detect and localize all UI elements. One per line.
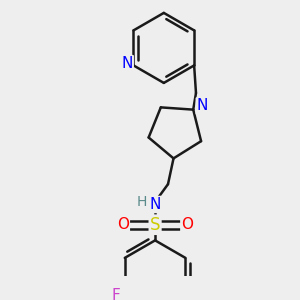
Text: H: H [137,195,147,209]
Text: O: O [117,217,129,232]
Text: S: S [150,216,160,234]
Text: N: N [149,197,161,212]
Text: O: O [181,217,193,232]
Text: N: N [197,98,208,113]
Text: F: F [111,288,120,300]
Text: N: N [122,56,133,71]
